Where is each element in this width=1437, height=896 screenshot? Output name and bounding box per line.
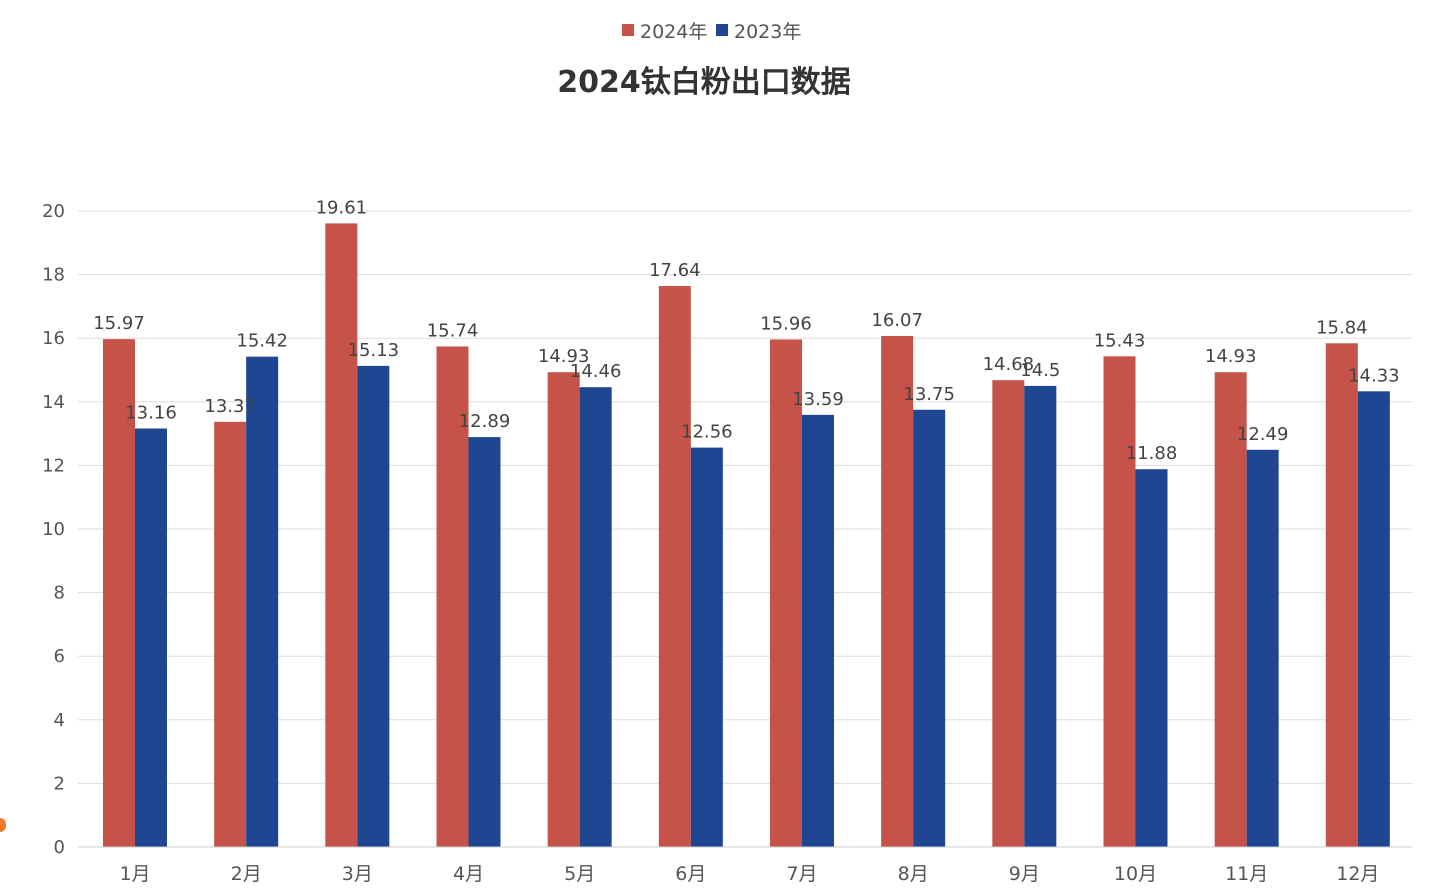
bar-series2: [357, 365, 390, 847]
bar-series1: [325, 223, 358, 848]
x-category-label: 9月: [1009, 863, 1040, 885]
bar-series2: [468, 437, 501, 847]
bar-series2: [135, 428, 167, 847]
y-tick-label: 0: [54, 837, 65, 858]
bar-series1: [436, 346, 469, 847]
data-label: 14.5: [1020, 360, 1060, 381]
data-label: 12.49: [1237, 424, 1289, 445]
x-category-label: 7月: [786, 863, 817, 885]
data-label: 12.56: [681, 422, 733, 443]
bar-series1: [770, 339, 802, 847]
legend-label-2: 2023年: [734, 21, 801, 43]
data-label: 15.43: [1094, 330, 1146, 351]
data-label: 17.64: [649, 260, 701, 281]
bar-series2: [913, 409, 946, 847]
data-label: 14.93: [538, 346, 590, 367]
bar-series2: [1357, 391, 1390, 847]
x-category-label: 4月: [453, 863, 484, 885]
bar-series2: [690, 447, 723, 847]
y-tick-label: 6: [54, 646, 65, 667]
x-category-label: 3月: [342, 863, 373, 885]
x-category-label: 6月: [675, 863, 706, 885]
data-label: 14.68: [983, 354, 1035, 375]
x-category-label: 11月: [1225, 863, 1268, 885]
y-axis: 0 2 4 6 8 10 12 14 16 18 20: [42, 201, 65, 858]
chart-legend: 2024年 2023年: [622, 21, 801, 43]
bar-series2: [1246, 449, 1279, 847]
y-tick-label: 4: [54, 710, 65, 731]
bar-series1: [1103, 356, 1136, 847]
legend-swatch-2: [716, 24, 728, 36]
bar-series1: [992, 380, 1025, 847]
y-tick-label: 20: [42, 201, 65, 222]
data-label: 14.46: [570, 361, 622, 382]
bar-series1: [547, 372, 580, 847]
data-label: 19.61: [316, 197, 368, 218]
data-label: 15.74: [427, 320, 479, 341]
x-axis: 1月 2月 3月 4月 5月 6月 7月 8月 9月 10月 11月 12月: [78, 846, 1412, 885]
x-category-label: 2月: [231, 863, 262, 885]
bar-series1: [881, 335, 914, 847]
y-tick-label: 8: [54, 583, 65, 604]
gridlines: [78, 210, 1412, 784]
data-label: 13.59: [792, 389, 844, 410]
y-tick-label: 2: [54, 773, 65, 794]
x-category-label: 8月: [898, 863, 929, 885]
data-label: 15.13: [348, 340, 400, 361]
bar-series2: [1135, 469, 1168, 847]
legend-swatch-1: [622, 24, 634, 36]
bar-series1: [214, 421, 247, 847]
data-label: 15.97: [93, 313, 145, 334]
y-tick-label: 10: [42, 519, 65, 540]
chart-title: 2024钛白粉出口数据: [557, 65, 851, 100]
y-tick-label: 18: [42, 265, 65, 286]
edge-marker: [0, 818, 6, 832]
y-tick-label: 14: [42, 392, 65, 413]
x-category-label: 12月: [1336, 863, 1379, 885]
y-tick-label: 12: [42, 455, 65, 476]
legend-label-1: 2024年: [640, 21, 707, 43]
data-label: 13.37: [204, 396, 256, 417]
bar-series2: [246, 356, 279, 847]
bar-series2: [579, 387, 612, 847]
bar-series1: [1214, 372, 1247, 847]
data-label: 14.33: [1348, 365, 1400, 386]
bar-series1: [1325, 343, 1358, 847]
data-label: 14.93: [1205, 346, 1257, 367]
y-tick-label: 16: [42, 328, 65, 349]
data-labels: 15.97 13.16 13.37 15.42 19.61 15.13 15.74 12.89…: [93, 197, 1399, 464]
data-label: 13.16: [125, 403, 177, 424]
x-category-label: 5月: [564, 863, 595, 885]
bar-series1: [658, 286, 691, 848]
data-label: 13.75: [903, 384, 955, 405]
bar-series2: [1024, 385, 1057, 847]
bar-series1: [103, 339, 135, 847]
x-category-label: 1月: [119, 863, 150, 885]
data-label: 16.07: [871, 310, 923, 331]
data-label: 15.84: [1316, 317, 1368, 338]
data-label: 12.89: [459, 411, 511, 432]
data-label: 11.88: [1126, 443, 1178, 464]
bar-series2: [802, 414, 834, 847]
data-label: 15.96: [760, 313, 812, 334]
x-category-label: 10月: [1114, 863, 1157, 885]
data-label: 15.42: [236, 331, 288, 352]
bars-group: [103, 223, 1390, 848]
